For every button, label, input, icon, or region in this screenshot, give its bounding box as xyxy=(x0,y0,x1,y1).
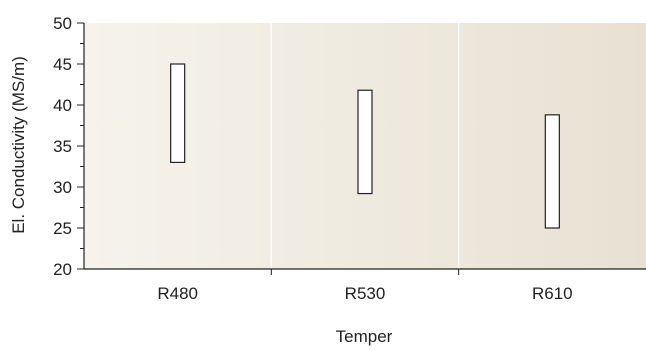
x-tick-label-r610: R610 xyxy=(532,284,573,303)
y-tick-label: 45 xyxy=(53,55,72,74)
range-bar-r530 xyxy=(357,89,373,195)
y-tick-label: 30 xyxy=(53,178,72,197)
y-tick-label: 50 xyxy=(53,14,72,33)
grid xyxy=(270,23,460,269)
x-tick-label-r480: R480 xyxy=(157,284,198,303)
y-axis-title: El. Conductivity (MS/m) xyxy=(9,56,28,234)
y-tick-label: 35 xyxy=(53,137,72,156)
y-tick-label: 25 xyxy=(53,219,72,238)
range-bars xyxy=(170,63,560,229)
x-tick-label-r530: R530 xyxy=(345,284,386,303)
y-tick-label: 40 xyxy=(53,96,72,115)
tick-labels: 20 25 30 35 40 45 50 R480 R530 R610 xyxy=(53,14,573,303)
y-tick-label: 20 xyxy=(53,260,72,279)
range-bar-r610 xyxy=(544,114,560,229)
x-axis-title: Temper xyxy=(336,327,393,346)
axes xyxy=(77,22,646,275)
range-bar-r480 xyxy=(170,63,186,164)
